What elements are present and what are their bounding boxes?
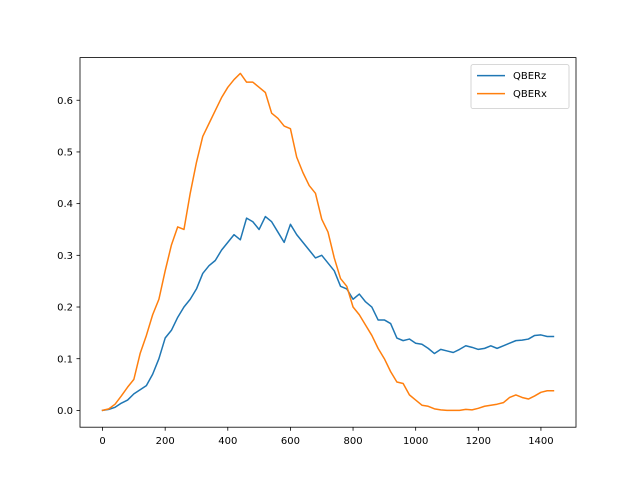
series-layer [101, 72, 555, 412]
x-tick-label: 1000 [403, 436, 428, 447]
x-tick-label: 1400 [528, 436, 553, 447]
y-axis: 0.0 0.1 0.2 0.3 0.4 0.5 0.6 [57, 96, 80, 417]
x-tick-label: 0 [99, 436, 105, 447]
axes-layer [79, 57, 577, 428]
legend: QBERz QBERx [470, 64, 570, 109]
series-line-qberx [101, 72, 555, 412]
plot-frame [79, 57, 577, 428]
series-line-qberz [101, 215, 555, 412]
legend-label-qberx: QBERx [513, 89, 547, 100]
plot-area [80, 57, 576, 428]
x-tick-label: 200 [156, 436, 175, 447]
y-tick-label: 0.0 [57, 406, 73, 417]
x-axis: 0 200 400 600 800 1000 1200 1400 [99, 427, 554, 447]
y-tick-label: 0.1 [57, 354, 73, 365]
x-tick-label: 600 [281, 436, 300, 447]
x-tick-label: 400 [218, 436, 237, 447]
y-tick-label: 0.5 [57, 148, 73, 159]
x-tick-label: 1200 [466, 436, 491, 447]
y-tick-label: 0.3 [57, 251, 73, 262]
legend-label-qberz: QBERz [513, 71, 546, 82]
x-tick-label: 800 [344, 436, 363, 447]
y-tick-label: 0.4 [57, 199, 73, 210]
y-tick-label: 0.6 [57, 96, 73, 107]
y-tick-label: 0.2 [57, 303, 73, 314]
